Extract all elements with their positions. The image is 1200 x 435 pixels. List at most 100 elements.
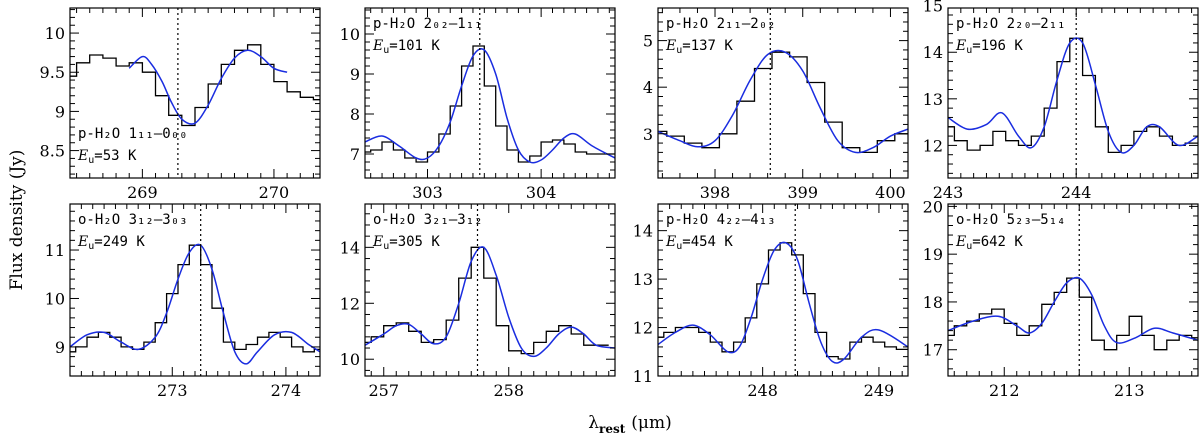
x-tick-label: 212 bbox=[989, 381, 1020, 400]
energy-subscript: u bbox=[676, 45, 682, 56]
panel-8: 212 213 17 18 19 20 o-H₂O 5₂₃–5₁₄ Eu=642 K bbox=[923, 197, 1199, 400]
y-tick-label: 18 bbox=[923, 293, 943, 312]
energy-symbol: E bbox=[955, 234, 966, 250]
y-tick-label: 10 bbox=[45, 24, 65, 43]
x-tick-label: 269 bbox=[127, 183, 158, 202]
transition-label: p-H₂O 2₀₂–1₁₁ bbox=[373, 16, 483, 32]
energy-value: =101 K bbox=[389, 38, 440, 54]
x-axis-title-symbol: λ bbox=[588, 413, 599, 433]
y-tick-label: 14 bbox=[340, 238, 360, 257]
upper-energy-label: Eu=305 K bbox=[372, 234, 440, 252]
model-fit bbox=[658, 49, 908, 154]
model-fit bbox=[948, 37, 1198, 154]
upper-energy-label: Eu=53 K bbox=[77, 148, 137, 166]
model-fit bbox=[128, 49, 288, 125]
transition-label: o-H₂O 5₂₃–5₁₄ bbox=[956, 212, 1066, 228]
x-tick-label: 244 bbox=[1061, 183, 1092, 202]
plot-frame bbox=[657, 203, 909, 377]
y-tick-label: 9.5 bbox=[40, 63, 65, 82]
x-tick-label: 273 bbox=[157, 381, 188, 400]
upper-energy-label: Eu=101 K bbox=[372, 38, 440, 56]
panel-4: 243 244 12 13 14 15 p-H₂O 2₂₀–2₁₁ Eu=196 K bbox=[923, 0, 1199, 202]
y-tick-label: 9 bbox=[55, 102, 65, 121]
upper-energy-label: Eu=642 K bbox=[955, 234, 1023, 252]
panel-5: 273 274 9 10 11 o-H₂O 3₁₂–3₀₃ Eu=249 K bbox=[45, 203, 321, 400]
x-tick-label: 258 bbox=[493, 381, 524, 400]
x-tick-label: 270 bbox=[259, 183, 290, 202]
energy-value: =305 K bbox=[389, 234, 440, 250]
observed-spectrum bbox=[70, 244, 320, 353]
observed-spectrum bbox=[948, 37, 1198, 154]
transition-label: p-H₂O 1₁₁–0₀₀ bbox=[78, 126, 188, 142]
energy-subscript: u bbox=[676, 241, 682, 252]
x-tick-label: 248 bbox=[747, 381, 778, 400]
x-tick-label: 274 bbox=[271, 381, 302, 400]
energy-symbol: E bbox=[77, 148, 88, 164]
y-tick-label: 10 bbox=[340, 350, 360, 369]
observed-spectrum bbox=[70, 44, 320, 127]
y-tick-label: 20 bbox=[923, 197, 943, 216]
y-tick-label: 12 bbox=[340, 294, 360, 313]
y-tick-label: 13 bbox=[923, 90, 943, 109]
energy-subscript: u bbox=[383, 45, 389, 56]
energy-value: =137 K bbox=[682, 38, 733, 54]
y-tick-label: 9 bbox=[55, 338, 65, 357]
x-axis-title: λrest (μm) bbox=[588, 413, 671, 435]
transition-label: o-H₂O 3₂₁–3₁₂ bbox=[373, 212, 483, 228]
upper-energy-label: Eu=137 K bbox=[665, 38, 733, 56]
transition-label: p-H₂O 2₁₁–2₀₂ bbox=[666, 16, 776, 32]
x-tick-label: 304 bbox=[526, 183, 557, 202]
plot-frame bbox=[947, 203, 1199, 377]
upper-energy-label: Eu=196 K bbox=[955, 38, 1023, 56]
x-tick-label: 400 bbox=[875, 183, 906, 202]
panel-1: 269 270 8.5 9 9.5 10 p-H₂O 1₁₁–0₀₀ Eu=53 K bbox=[40, 7, 321, 202]
y-tick-label: 15 bbox=[923, 0, 943, 16]
panel-7: 248 249 11 12 13 14 p-H₂O 4₂₂–4₁₃ Eu=454 K bbox=[633, 203, 909, 400]
energy-value: =53 K bbox=[94, 148, 137, 164]
upper-energy-label: Eu=249 K bbox=[77, 234, 145, 252]
y-tick-label: 19 bbox=[923, 245, 943, 264]
x-tick-label: 257 bbox=[368, 381, 399, 400]
energy-symbol: E bbox=[955, 38, 966, 54]
y-axis-title: Flux density (Jy) bbox=[7, 150, 27, 291]
transition-label: p-H₂O 2₂₀–2₁₁ bbox=[956, 16, 1066, 32]
x-tick-label: 243 bbox=[933, 183, 964, 202]
energy-value: =249 K bbox=[94, 234, 145, 250]
observed-spectrum bbox=[658, 51, 908, 154]
energy-subscript: u bbox=[966, 45, 972, 56]
x-tick-label: 399 bbox=[787, 183, 818, 202]
x-tick-label: 398 bbox=[700, 183, 731, 202]
energy-symbol: E bbox=[77, 234, 88, 250]
y-tick-label: 11 bbox=[45, 241, 65, 260]
plot-frame bbox=[657, 7, 909, 179]
energy-subscript: u bbox=[966, 241, 972, 252]
y-tick-label: 12 bbox=[633, 319, 653, 338]
x-tick-label: 213 bbox=[1114, 381, 1145, 400]
y-tick-label: 7 bbox=[350, 145, 360, 164]
plot-frame bbox=[364, 203, 616, 377]
y-tick-label: 5 bbox=[643, 32, 653, 51]
y-tick-label: 14 bbox=[633, 222, 653, 241]
plot-frame bbox=[947, 7, 1199, 179]
model-fit bbox=[365, 48, 615, 164]
observed-spectrum bbox=[365, 246, 609, 355]
transition-label: p-H₂O 4₂₂–4₁₃ bbox=[666, 212, 776, 228]
energy-value: =196 K bbox=[972, 38, 1023, 54]
energy-symbol: E bbox=[665, 234, 676, 250]
energy-subscript: u bbox=[88, 155, 94, 166]
observed-spectrum bbox=[365, 45, 615, 163]
x-tick-label: 249 bbox=[864, 381, 895, 400]
energy-symbol: E bbox=[372, 38, 383, 54]
y-tick-label: 13 bbox=[633, 270, 653, 289]
observed-spectrum bbox=[948, 277, 1198, 351]
energy-value: =454 K bbox=[682, 234, 733, 250]
y-tick-label: 10 bbox=[340, 25, 360, 44]
y-tick-label: 14 bbox=[923, 43, 943, 62]
plot-frame bbox=[69, 203, 321, 377]
y-tick-label: 4 bbox=[643, 78, 653, 97]
observed-spectrum bbox=[658, 242, 908, 360]
energy-subscript: u bbox=[383, 241, 389, 252]
plot-frame bbox=[364, 7, 616, 179]
y-tick-label: 12 bbox=[923, 136, 943, 155]
